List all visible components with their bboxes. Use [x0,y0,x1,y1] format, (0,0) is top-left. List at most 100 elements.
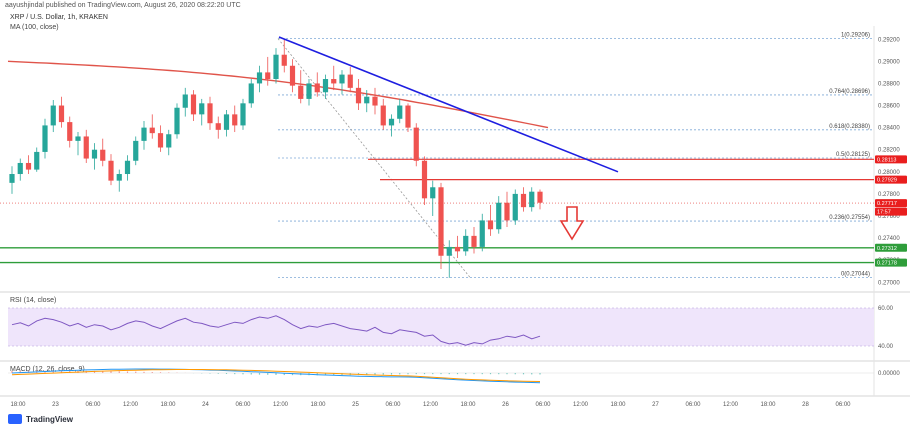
candle-body [25,162,32,170]
macd-tick-label: 0.00000 [878,371,900,377]
fib-label: 0(0.27044) [841,271,870,277]
time-tick-label: 06:00 [385,402,401,408]
time-tick-label: 18:00 [160,402,176,408]
time-tick-label: 06:00 [535,402,551,408]
fib-label: 0.764(0.28696) [829,89,870,95]
time-tick-label: 27 [652,402,659,408]
price-tick-label: 0.28800 [878,81,900,87]
price-tick-label: 0.28600 [878,104,900,110]
rsi-tick-label: 40.00 [878,344,894,350]
time-tick-label: 18:00 [460,402,476,408]
price-tick-label: 0.29000 [878,59,900,65]
candle-body [91,149,98,159]
fib-label: 1(0.29206) [841,33,870,39]
candle-body [413,127,419,161]
downtrend-line [278,36,619,173]
time-tick-label: 06:00 [85,402,101,408]
price-tag-label: 0.28113 [877,157,896,163]
rsi-line [11,315,541,346]
candle-body [289,65,296,86]
price-tag [875,175,907,184]
candle-body [471,235,477,247]
time-tick-label: 18:00 [310,402,326,408]
candle-body [166,134,172,148]
candle-body [34,151,40,170]
candle-body [306,83,312,99]
fib-label: 0.618(0.28380) [829,124,870,130]
symbol-name: XRP / U.S. Dollar, 1h, KRAKEN [10,14,108,21]
candle-body [215,123,221,130]
candle-body [108,160,114,181]
candle-body [116,174,122,181]
candle-body [364,96,370,104]
price-tag-label: 0.27929 [877,178,897,184]
time-tick-label: 26 [502,402,509,408]
candle-body [479,220,485,247]
publisher-header: aayushjindal published on TradingView.co… [5,2,241,9]
price-tick-label: 0.28200 [878,148,900,154]
candle-body [298,85,304,99]
price-tag [875,199,907,208]
candle-body [339,74,345,84]
candle-body [58,105,65,123]
time-tick-label: 06:00 [235,402,251,408]
candle-body [496,202,502,230]
ma-100-line [7,60,549,129]
tradingview-logo: TradingView [8,414,73,424]
candle-body [232,114,238,126]
candle-body [223,114,230,130]
candle-body [141,127,147,141]
price-tag-label: 0.27178 [877,261,897,267]
candle-body [83,136,89,159]
candle-body [157,133,164,148]
price-tick-label: 0.28000 [878,170,900,176]
candle-body [273,54,279,80]
macd-legend: MACD (12, 26, close, 9) [10,366,85,373]
time-tick-label: 12:00 [723,402,739,408]
time-tick-label: 18:00 [760,402,776,408]
candle-body [463,235,469,252]
candle-body [421,160,428,199]
price-tick-label: 0.28400 [878,126,900,132]
time-tick-label: 18:00 [10,402,26,408]
candle-body [100,149,106,161]
candle-body [190,94,197,115]
candle-body [355,87,362,104]
fib-label: 0.236(0.27554) [829,215,870,221]
candle-body [388,118,395,126]
symbol-info: XRP / U.S. Dollar, 1h, KRAKEN [10,14,112,21]
candle-body [124,160,131,175]
rsi-legend: RSI (14, close) [10,297,57,304]
candle-body [265,72,271,80]
candle-body [446,246,452,256]
time-tick-label: 24 [202,402,209,408]
price-tag [875,207,907,216]
macd-line [11,368,541,384]
candle-body [75,136,81,141]
candle-body [331,79,337,84]
candle-body [380,105,386,126]
time-tick-label: 28 [802,402,809,408]
candle-body [372,96,378,106]
price-tag-label: 0.27312 [877,246,897,252]
candle-body [42,125,48,152]
candle-body [314,83,320,93]
candle-body [182,94,188,108]
candle-body [17,162,23,175]
macd-signal-line [11,369,541,382]
candle-body [240,103,246,126]
rsi-band [8,308,874,346]
time-tick-label: 18:00 [610,402,626,408]
candle-body [504,202,510,221]
time-tick-label: 23 [52,402,59,408]
time-tick-label: 12:00 [273,402,289,408]
price-tag-label: 17:57 [877,210,891,216]
candle-body [487,220,494,230]
candle-body [438,187,444,256]
candle-body [347,74,353,88]
candle-body [256,72,263,84]
time-tick-label: 25 [352,402,359,408]
price-tag [875,258,907,267]
time-tick-label: 06:00 [685,402,701,408]
